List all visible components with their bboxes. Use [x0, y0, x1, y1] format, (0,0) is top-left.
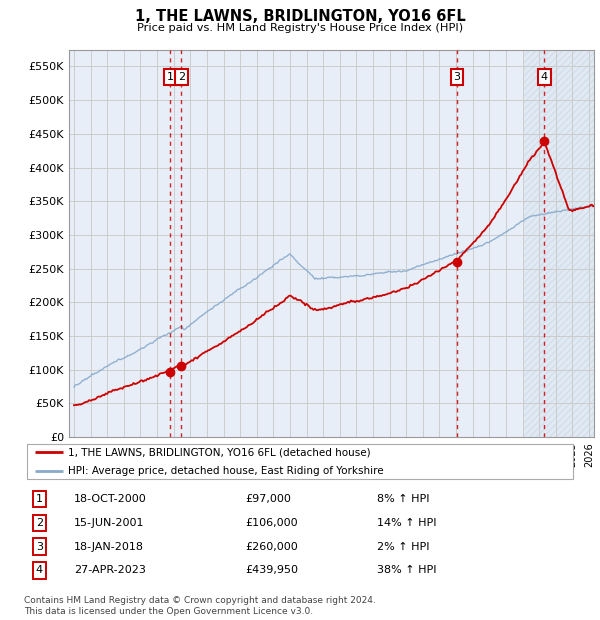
Text: 1: 1	[167, 72, 173, 82]
Text: 2: 2	[36, 518, 43, 528]
Text: 2% ↑ HPI: 2% ↑ HPI	[377, 541, 430, 552]
Text: 14% ↑ HPI: 14% ↑ HPI	[377, 518, 437, 528]
Text: 3: 3	[454, 72, 460, 82]
Bar	[523, 50, 594, 437]
Text: £106,000: £106,000	[245, 518, 298, 528]
Text: HPI: Average price, detached house, East Riding of Yorkshire: HPI: Average price, detached house, East…	[68, 466, 384, 476]
FancyBboxPatch shape	[27, 443, 573, 479]
Text: 18-JAN-2018: 18-JAN-2018	[74, 541, 143, 552]
Text: 4: 4	[36, 565, 43, 575]
Text: 2: 2	[178, 72, 185, 82]
Text: 38% ↑ HPI: 38% ↑ HPI	[377, 565, 437, 575]
Bar	[523, 50, 594, 437]
Text: 4: 4	[541, 72, 548, 82]
Text: 3: 3	[36, 541, 43, 552]
Text: 15-JUN-2001: 15-JUN-2001	[74, 518, 144, 528]
Text: 27-APR-2023: 27-APR-2023	[74, 565, 146, 575]
Text: 18-OCT-2000: 18-OCT-2000	[74, 494, 146, 504]
Text: Contains HM Land Registry data © Crown copyright and database right 2024.
This d: Contains HM Land Registry data © Crown c…	[24, 596, 376, 616]
Text: £97,000: £97,000	[245, 494, 290, 504]
Text: £260,000: £260,000	[245, 541, 298, 552]
Text: £439,950: £439,950	[245, 565, 298, 575]
Text: 1, THE LAWNS, BRIDLINGTON, YO16 6FL: 1, THE LAWNS, BRIDLINGTON, YO16 6FL	[134, 9, 466, 24]
Text: 1: 1	[36, 494, 43, 504]
Text: 1, THE LAWNS, BRIDLINGTON, YO16 6FL (detached house): 1, THE LAWNS, BRIDLINGTON, YO16 6FL (det…	[68, 447, 371, 457]
Text: 8% ↑ HPI: 8% ↑ HPI	[377, 494, 430, 504]
Text: Price paid vs. HM Land Registry's House Price Index (HPI): Price paid vs. HM Land Registry's House …	[137, 23, 463, 33]
